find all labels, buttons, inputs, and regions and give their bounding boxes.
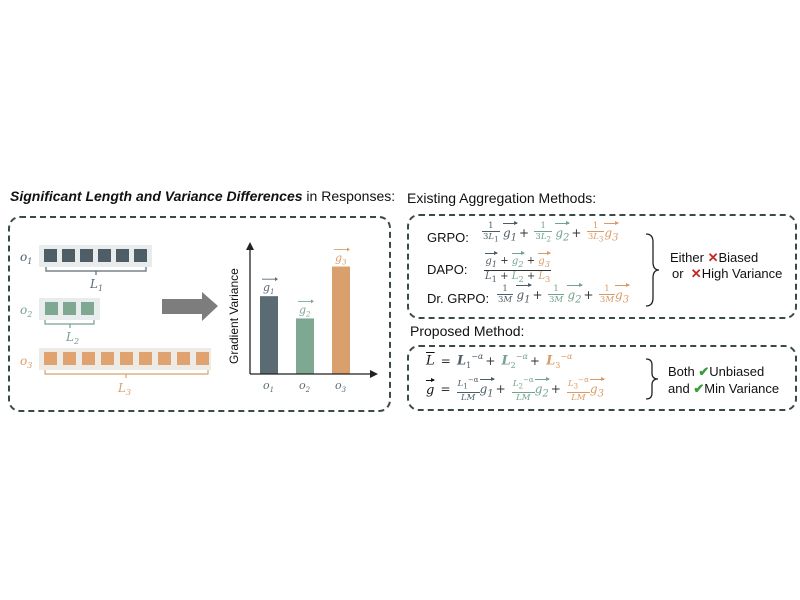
length-brace-1 — [45, 267, 147, 275]
y-axis-label: Gradient Variance — [227, 268, 241, 364]
vector-arrowhead-o3 — [347, 247, 350, 252]
response-label-3: o3 — [20, 354, 32, 370]
existing-brace — [645, 233, 660, 307]
token-row-3 — [44, 352, 209, 365]
length-brace-2 — [44, 320, 95, 328]
bar-o3 — [332, 266, 350, 374]
verdict-min-variance: Min Variance — [704, 381, 780, 396]
cross-icon: ✕ — [707, 250, 719, 265]
left-panel — [8, 216, 391, 412]
left-panel-title: Significant Length and Variance Differen… — [10, 188, 396, 204]
proposed-verdict: Both ✔Unbiased and ✔Min Variance — [668, 363, 779, 397]
gradient-variance-chart: g1 o1 g2 o2 g3 o3 Gradient Variance — [227, 242, 378, 394]
dr-grpo-formula: 1 3M g1 + 1 3M g2 + 1 3M g3 — [497, 282, 631, 306]
length-label-1: L1 — [89, 277, 103, 293]
proposed-method-panel — [407, 345, 797, 411]
x-tick-label-o1: o1 — [263, 379, 274, 394]
check-icon: ✔ — [698, 364, 710, 379]
grpo-formula: 1 3L1 g1 + 1 3L2 g2 + 1 3L3 g3 — [482, 221, 620, 244]
bar-o2 — [296, 318, 314, 374]
x-tick-label-o2: o2 — [299, 379, 311, 394]
response-label-2: o2 — [20, 303, 32, 319]
method-name-dr-grpo: Dr. GRPO: — [427, 291, 490, 306]
verdict-either: Either — [670, 250, 704, 265]
verdict-both: Both — [668, 364, 695, 379]
x-tick-label-o3: o3 — [335, 379, 347, 394]
method-name-grpo: GRPO: — [427, 230, 469, 245]
token-row-1 — [44, 249, 147, 262]
length-label-3: L3 — [117, 381, 131, 397]
bar-label-o3: g3 — [335, 252, 347, 267]
length-label-2: L2 — [65, 330, 79, 346]
dapo-formula: g1 + g2 + g3 L1 + L2 + L3 — [484, 251, 552, 285]
check-icon: ✔ — [693, 381, 705, 396]
token-row-2 — [45, 302, 94, 315]
length-brace-3 — [44, 370, 209, 378]
vector-arrowhead-o1 — [275, 277, 278, 282]
x-axis-arrowhead — [370, 370, 378, 378]
vector-arrowhead-o2 — [311, 299, 314, 304]
verdict-or: or — [672, 266, 684, 281]
right-arrow-icon — [162, 292, 218, 321]
verdict-unbiased: Unbiased — [709, 364, 765, 379]
proposed-gradient-formula: g = L1−α LM g1 + L2−α LM g2 + L3−α LM g3 — [426, 375, 606, 403]
verdict-and: and — [668, 381, 690, 396]
response-label-1: o1 — [20, 250, 32, 266]
proposed-brace — [645, 358, 659, 400]
responses-diagram: o1 L1 o2 L2 o3 L3 — [20, 245, 218, 397]
existing-verdict: Either ✕Biased or ✕High Variance — [670, 250, 782, 282]
verdict-biased: Biased — [718, 250, 759, 265]
verdict-high-variance: High Variance — [701, 266, 783, 281]
bar-label-o2: g2 — [299, 303, 311, 318]
cross-icon: ✕ — [690, 266, 702, 281]
proposed-length-formula: L = L1−α + L2−α + L3−α — [426, 352, 573, 370]
y-axis-arrowhead — [246, 242, 254, 250]
existing-methods-panel — [407, 214, 797, 319]
method-name-dapo: DAPO: — [427, 262, 468, 277]
bar-label-o1: g1 — [263, 281, 275, 296]
proposed-method-title: Proposed Method: — [410, 323, 525, 339]
bar-o1 — [260, 296, 278, 374]
existing-methods-title: Existing Aggregation Methods: — [407, 190, 597, 206]
